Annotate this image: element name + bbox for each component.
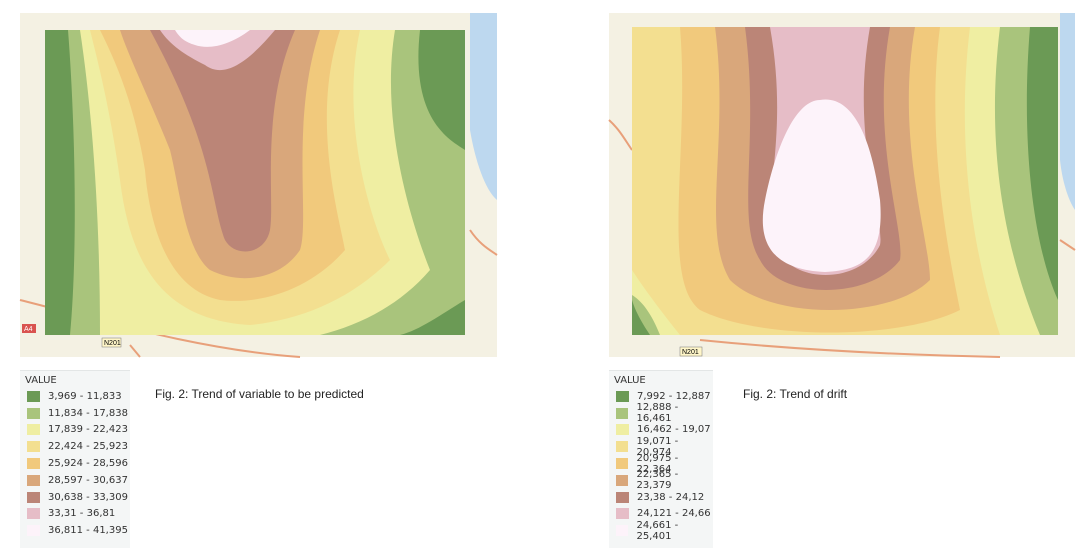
legend-label: 24,661 - 25,401 (636, 519, 679, 542)
legend-entry: 36,811 - 41,395 (20, 522, 130, 539)
legend-swatch (27, 407, 40, 419)
legend-label: 28,597 - 30,637 (48, 474, 128, 486)
legend-swatch (27, 441, 40, 453)
legend-label: 20,975 - 22,364 (636, 452, 679, 475)
legend-swatch (616, 474, 629, 486)
legend-entry: 25,924 - 28,596 (20, 455, 130, 472)
caption: Fig. 2: Trend of variable to be predicte… (155, 387, 364, 401)
legend-entry: 23,38 - 24,12 (609, 489, 713, 506)
legend-label: 36,811 - 41,395 (48, 525, 128, 537)
legend-swatch (27, 458, 40, 470)
map: N201 (608, 13, 1076, 358)
contour (150, 30, 295, 252)
legend-entry: 30,638 - 33,309 (20, 489, 130, 506)
legend-swatch (616, 525, 629, 537)
legend-swatch (27, 424, 40, 436)
legend-entry: 16,462 - 19,07 (609, 422, 713, 439)
legend-label: 17,839 - 22,423 (48, 424, 128, 436)
maps: N201 A4 N201 (19, 13, 1076, 358)
legend-swatch (616, 441, 629, 453)
road-shield (101, 337, 122, 348)
legend-label: 22,424 - 25,923 (48, 441, 128, 453)
legend-swatch (27, 525, 40, 537)
legend-entry: 24,661 - 25,401 (609, 519, 713, 542)
legend-swatch (616, 458, 629, 470)
legend-entry: 22,365 - 23,379 (609, 469, 713, 492)
legend: VALUE 3,969 - 11,833 11,834 - 17,838 17,839… (20, 370, 130, 548)
legend-swatch (27, 508, 40, 520)
legend-entry: 3,969 - 11,833 (20, 388, 130, 405)
legend-label: 24,121 - 24,66 (637, 508, 711, 520)
legend-entry: 19,071 - 20,974 (609, 435, 713, 458)
legend-label: 12,888 - 16,461 (636, 402, 679, 425)
road (608, 119, 1076, 358)
road-label: N201 (104, 340, 121, 347)
legend-label: 3,969 - 11,833 (48, 390, 122, 402)
legend-entry: 28,597 - 30,637 (20, 472, 130, 489)
legend-label: 22,365 - 23,379 (636, 469, 679, 492)
road-label: N201 (682, 349, 699, 356)
legend-entry: 24,121 - 24,66 (609, 506, 713, 523)
contour (175, 30, 250, 47)
legend-label: 25,924 - 28,596 (48, 458, 128, 470)
legend-swatch (616, 508, 629, 520)
legend-swatch (616, 390, 629, 402)
legend-swatch (27, 474, 40, 486)
legend-entry: 33,31 - 36,81 (20, 506, 130, 523)
legend-swatch (616, 407, 629, 419)
legend-title: VALUE (614, 375, 646, 386)
legend: VALUE 7,992 - 12,887 12,888 - 16,461 16,462… (609, 370, 713, 548)
legend-entry: 20,975 - 22,364 (609, 452, 713, 475)
contour (762, 99, 881, 272)
legend-label: 30,638 - 33,309 (48, 491, 128, 503)
map: N201 A4 (19, 13, 498, 358)
legend-swatch (27, 491, 40, 503)
legend-swatch (616, 424, 629, 436)
legend-entry: 12,888 - 16,461 (609, 402, 713, 425)
road-shield (679, 346, 703, 357)
legend-label: 19,071 - 20,974 (636, 435, 679, 458)
legend-label: 33,31 - 36,81 (48, 508, 116, 520)
water (470, 13, 497, 200)
water (1060, 13, 1075, 210)
road-shield (22, 324, 36, 333)
caption: Fig. 2: Trend of drift (743, 387, 848, 401)
legend-entry: 22,424 - 25,923 (20, 438, 130, 455)
legend-title: VALUE (25, 375, 57, 386)
legend-swatch (27, 390, 40, 402)
legend-label: 7,992 - 12,887 (637, 390, 711, 402)
legend-swatch (616, 491, 629, 503)
legend-entry: 11,834 - 17,838 (20, 405, 130, 422)
legend-entry: 17,839 - 22,423 (20, 422, 130, 439)
legend-label: 11,834 - 17,838 (48, 407, 128, 419)
legend-label: 16,462 - 19,07 (637, 424, 711, 436)
legend-label: 23,38 - 24,12 (637, 491, 705, 503)
road-label: A4 (24, 326, 33, 333)
legend-entry: 7,992 - 12,887 (609, 388, 713, 405)
